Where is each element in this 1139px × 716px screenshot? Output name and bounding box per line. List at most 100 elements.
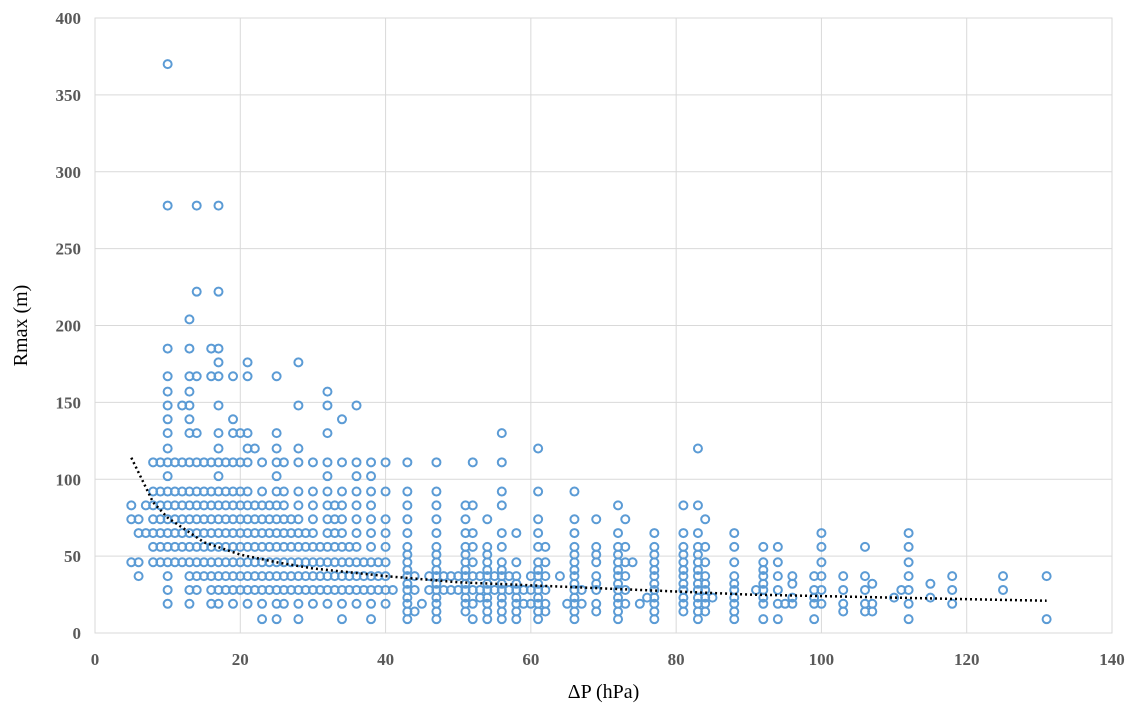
data-point [1043, 572, 1051, 580]
data-point [229, 415, 237, 423]
data-point [999, 586, 1007, 594]
data-point [309, 488, 317, 496]
data-point [570, 488, 578, 496]
data-point [127, 501, 135, 509]
data-point [353, 501, 361, 509]
data-point [730, 529, 738, 537]
data-point [432, 458, 440, 466]
data-point [774, 543, 782, 551]
data-point [323, 458, 331, 466]
data-point [498, 501, 506, 509]
data-point [469, 615, 477, 623]
data-point [294, 488, 302, 496]
data-point [164, 202, 172, 210]
y-tick-label: 0 [73, 624, 82, 643]
data-point [839, 572, 847, 580]
data-point [861, 572, 869, 580]
data-point [534, 445, 542, 453]
data-point [418, 600, 426, 608]
data-point [621, 515, 629, 523]
data-point [948, 586, 956, 594]
horizontal-gridlines [95, 18, 1112, 556]
data-point [839, 586, 847, 594]
data-point [403, 488, 411, 496]
data-point [403, 515, 411, 523]
data-point [861, 543, 869, 551]
data-point [353, 488, 361, 496]
data-point [193, 288, 201, 296]
data-point [694, 445, 702, 453]
data-point [294, 358, 302, 366]
data-point [185, 345, 193, 353]
data-point [534, 488, 542, 496]
data-point [1043, 615, 1051, 623]
data-point [353, 515, 361, 523]
x-tick-label: 60 [522, 650, 539, 669]
data-point [185, 415, 193, 423]
data-point [432, 515, 440, 523]
data-point [353, 458, 361, 466]
y-tick-label: 150 [56, 393, 82, 412]
data-point [214, 288, 222, 296]
data-point [469, 458, 477, 466]
data-point [905, 615, 913, 623]
data-point [432, 501, 440, 509]
data-point [323, 388, 331, 396]
data-point [338, 458, 346, 466]
data-point [244, 600, 252, 608]
data-point [367, 600, 375, 608]
y-tick-label: 300 [56, 163, 82, 182]
x-tick-label: 100 [809, 650, 835, 669]
data-point [432, 529, 440, 537]
data-point [498, 458, 506, 466]
y-tick-label: 50 [64, 547, 81, 566]
data-point [367, 529, 375, 537]
data-point [948, 600, 956, 608]
data-point [164, 572, 172, 580]
data-point [592, 515, 600, 523]
data-point [135, 572, 143, 580]
data-point [338, 488, 346, 496]
data-point [926, 580, 934, 588]
data-points [127, 60, 1050, 623]
data-point [214, 445, 222, 453]
data-point [214, 358, 222, 366]
data-point [905, 558, 913, 566]
data-point [164, 60, 172, 68]
data-point [323, 600, 331, 608]
x-tick-label: 0 [91, 650, 100, 669]
data-point [294, 600, 302, 608]
data-point [694, 501, 702, 509]
y-tick-label: 400 [56, 9, 82, 28]
data-point [273, 445, 281, 453]
data-point [534, 529, 542, 537]
data-point [570, 515, 578, 523]
data-point [759, 543, 767, 551]
y-tick-label: 250 [56, 240, 82, 259]
data-point [294, 615, 302, 623]
data-point [309, 600, 317, 608]
y-axis-ticks: 050100150200250300350400 [56, 9, 82, 643]
y-tick-label: 200 [56, 317, 82, 336]
data-point [701, 515, 709, 523]
data-point [810, 615, 818, 623]
x-tick-label: 140 [1099, 650, 1125, 669]
data-point [164, 372, 172, 380]
data-point [730, 558, 738, 566]
data-point [229, 372, 237, 380]
data-point [679, 501, 687, 509]
data-point [774, 572, 782, 580]
data-point [164, 600, 172, 608]
data-point [774, 586, 782, 594]
y-tick-label: 350 [56, 86, 82, 105]
x-tick-label: 80 [668, 650, 685, 669]
data-point [294, 501, 302, 509]
data-point [367, 615, 375, 623]
data-point [679, 529, 687, 537]
data-point [164, 415, 172, 423]
data-point [309, 501, 317, 509]
data-point [164, 388, 172, 396]
data-point [229, 600, 237, 608]
data-point [403, 501, 411, 509]
